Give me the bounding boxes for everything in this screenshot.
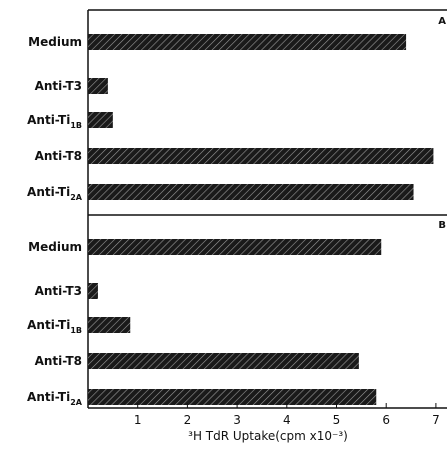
bar-b-1 — [88, 239, 382, 255]
category-label-a-1: Medium — [28, 35, 82, 49]
bar-b-4 — [88, 353, 359, 369]
category-labels: Medium Anti-T3 Anti-Ti1B Anti-T8 Anti-Ti2A Me… — [27, 35, 83, 407]
category-label-a-5: Anti-Ti2A — [27, 185, 83, 202]
category-label-b-1: Medium — [28, 240, 82, 254]
bar-a-5 — [88, 184, 414, 200]
x-tick-label-4: 4 — [283, 413, 291, 427]
category-label-b-2: Anti-T3 — [35, 284, 82, 298]
x-axis-label: ³H TdR Uptake(cpm x10⁻³) — [188, 429, 348, 443]
x-tick-label-6: 6 — [382, 413, 390, 427]
category-label-b-4: Anti-T8 — [35, 354, 82, 368]
plot-frame — [87, 9, 447, 409]
category-label-b-3: Anti-Ti1B — [27, 318, 82, 335]
bar-a-3 — [88, 112, 113, 128]
bar-a-4 — [88, 148, 434, 164]
category-label-a-2: Anti-T3 — [35, 79, 82, 93]
bar-b-2 — [88, 283, 98, 299]
category-label-a-3: Anti-Ti1B — [27, 113, 82, 130]
x-tick-label-1: 1 — [134, 413, 142, 427]
x-tick-label-2: 2 — [184, 413, 192, 427]
x-tick-label-5: 5 — [333, 413, 341, 427]
category-label-a-4: Anti-T8 — [35, 149, 82, 163]
panel-b-label: B — [438, 220, 446, 231]
bars-layer — [88, 34, 434, 405]
x-tick-label-7: 7 — [432, 413, 440, 427]
bar-a-1 — [88, 34, 407, 50]
panel-a-label: A — [438, 16, 446, 27]
bar-b-5 — [88, 389, 377, 405]
x-tick-label-3: 3 — [233, 413, 241, 427]
category-label-b-5: Anti-Ti2A — [27, 390, 83, 407]
bar-b-3 — [88, 317, 131, 333]
x-ticks: 1 2 3 4 5 6 7 — [134, 403, 440, 427]
bar-a-2 — [88, 78, 108, 94]
